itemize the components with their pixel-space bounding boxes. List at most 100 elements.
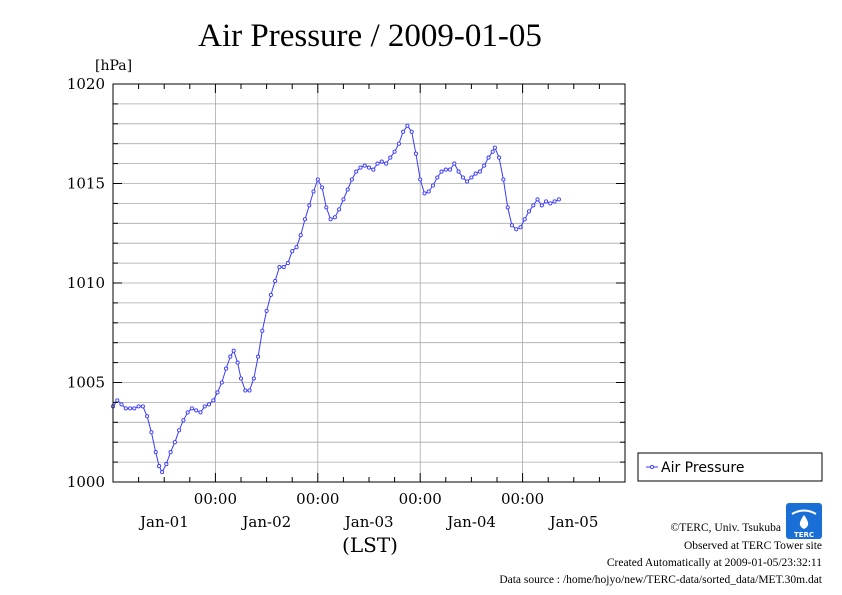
x-tick-time-label: 00:00	[501, 490, 544, 508]
data-point	[482, 163, 487, 168]
data-point	[396, 141, 401, 146]
data-point	[473, 171, 478, 176]
data-point	[172, 440, 177, 445]
data-point	[140, 404, 145, 409]
data-point	[531, 203, 536, 208]
data-point	[452, 161, 457, 166]
legend-label-air-pressure: Air Pressure	[661, 460, 744, 476]
data-point	[430, 183, 436, 188]
data-point	[492, 145, 497, 150]
data-point	[256, 354, 261, 359]
series-line	[112, 124, 560, 474]
data-point	[194, 408, 199, 413]
data-point	[145, 414, 150, 419]
data-point	[251, 376, 256, 381]
data-point	[362, 163, 367, 168]
data-point	[302, 217, 308, 222]
legend: Air Pressure	[637, 452, 823, 482]
y-tick-label: 1020	[67, 75, 105, 93]
data-point	[490, 149, 495, 154]
logo-drop-icon	[799, 515, 809, 529]
y-axis-ticks: 1000 1005 1010 1015 1020	[67, 75, 625, 491]
data-source-text: Data source : /home/hojyo/new/TERC-data/…	[499, 574, 822, 586]
data-point	[260, 328, 265, 333]
data-point	[264, 308, 269, 313]
y-tick-label: 1000	[67, 473, 105, 491]
data-point	[298, 233, 303, 238]
x-tick-date-label: Jan-01	[138, 513, 189, 531]
data-point	[413, 151, 418, 156]
data-point	[435, 175, 440, 180]
data-point	[388, 155, 393, 160]
y-axis-unit: [hPa]	[95, 58, 132, 74]
y-tick-label: 1015	[67, 175, 105, 193]
data-point	[392, 149, 397, 154]
data-point	[505, 205, 510, 210]
logo-wave-icon	[791, 509, 817, 515]
data-point	[358, 165, 363, 170]
data-point	[243, 388, 248, 393]
data-point	[198, 410, 203, 415]
data-point	[115, 398, 120, 403]
legend-box	[637, 452, 823, 482]
y-tick-label: 1005	[67, 374, 105, 392]
data-point	[509, 223, 514, 228]
data-point	[320, 185, 325, 190]
y-tick-label: 1010	[67, 274, 105, 292]
data-point	[268, 292, 273, 297]
data-point	[477, 169, 482, 174]
data-point	[518, 225, 523, 230]
data-point	[341, 197, 346, 202]
observed-text: Observed at TERC Tower site	[684, 540, 822, 552]
data-point	[345, 187, 350, 192]
data-point	[418, 177, 423, 182]
data-point	[290, 249, 295, 254]
data-point	[371, 167, 376, 172]
data-point	[160, 470, 165, 475]
data-point	[132, 406, 137, 411]
data-point	[456, 169, 461, 174]
data-point	[177, 428, 182, 433]
data-point	[128, 406, 133, 411]
data-point	[224, 366, 229, 371]
data-point	[273, 278, 278, 284]
data-point	[181, 418, 186, 423]
logo-text: TERC	[794, 531, 814, 539]
data-point	[123, 406, 128, 411]
data-point	[168, 450, 173, 455]
data-point	[307, 203, 312, 208]
data-point	[231, 348, 236, 353]
data-point	[426, 189, 431, 194]
data-point	[136, 404, 141, 409]
x-tick-date-label: Jan-02	[240, 513, 291, 531]
terc-logo: TERC	[786, 503, 822, 539]
data-point	[349, 177, 354, 182]
data-point	[539, 203, 544, 208]
data-point	[328, 217, 333, 222]
x-tick-time-label: 00:00	[399, 490, 442, 508]
data-point	[379, 159, 384, 164]
data-point	[332, 215, 337, 220]
data-point	[375, 161, 380, 166]
data-point	[202, 404, 207, 409]
data-point	[366, 165, 372, 170]
data-point	[285, 261, 290, 266]
data-point	[448, 167, 453, 172]
data-point	[552, 199, 557, 204]
data-point	[514, 227, 519, 232]
data-point	[337, 207, 342, 212]
data-point	[405, 123, 410, 128]
chart-title: Air Pressure / 2009-01-05	[198, 18, 542, 54]
data-point	[311, 189, 316, 194]
data-point	[238, 376, 244, 381]
data-point	[384, 161, 389, 166]
data-point	[324, 205, 329, 210]
data-point	[535, 197, 540, 202]
data-point	[422, 191, 427, 196]
data-point	[526, 209, 532, 214]
data-point	[247, 388, 252, 393]
data-point	[465, 179, 470, 184]
data-point	[235, 360, 240, 365]
data-point	[228, 354, 233, 359]
